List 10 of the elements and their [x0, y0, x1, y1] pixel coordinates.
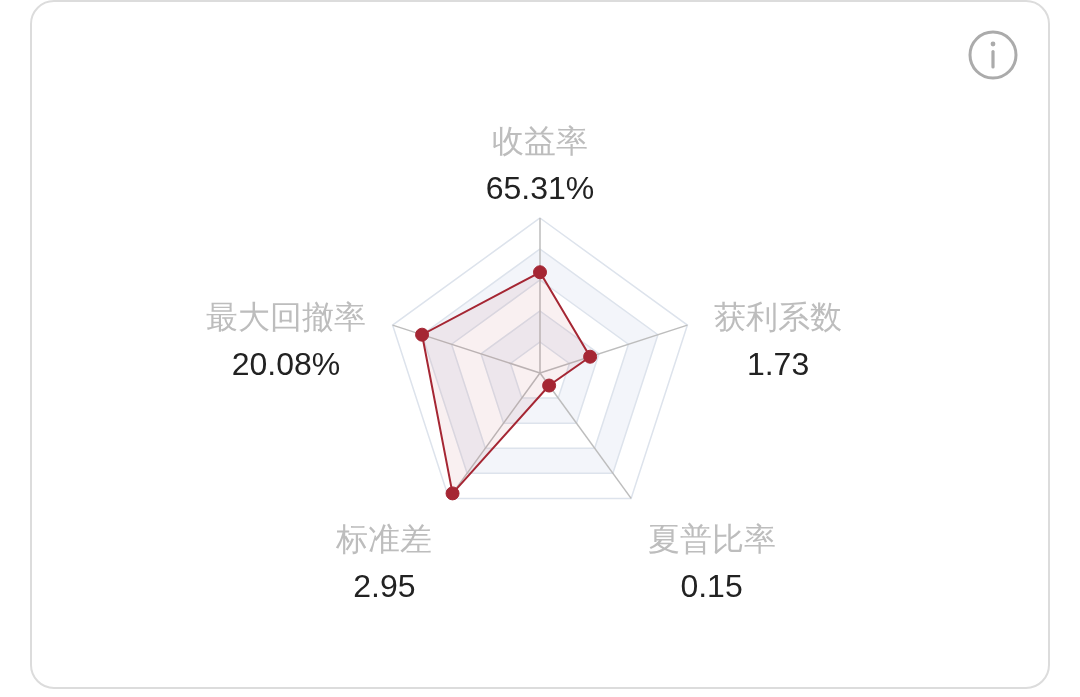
text: 65.31% [485, 169, 595, 206]
spoke-label: 夏普比率 [647, 520, 776, 557]
text: 0.15 [680, 567, 743, 604]
text: 2.95 [353, 567, 416, 604]
spoke-label: 最大回撤率 [205, 299, 366, 336]
spoke-label: 获利系数 [714, 299, 843, 336]
text: 1.73 [746, 346, 810, 383]
text: 20.08% [231, 346, 341, 383]
spoke-label: 收益率 [492, 122, 588, 159]
spoke-label: 标准差 [335, 520, 433, 557]
